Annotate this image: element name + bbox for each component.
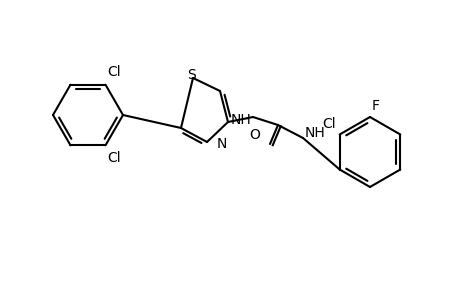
Text: NH: NH xyxy=(304,126,325,140)
Text: O: O xyxy=(249,128,259,142)
Text: Cl: Cl xyxy=(321,116,335,130)
Text: F: F xyxy=(371,99,379,113)
Text: N: N xyxy=(217,137,227,151)
Text: NH: NH xyxy=(230,113,251,127)
Text: Cl: Cl xyxy=(107,151,121,165)
Text: S: S xyxy=(187,68,196,82)
Text: Cl: Cl xyxy=(107,65,121,79)
